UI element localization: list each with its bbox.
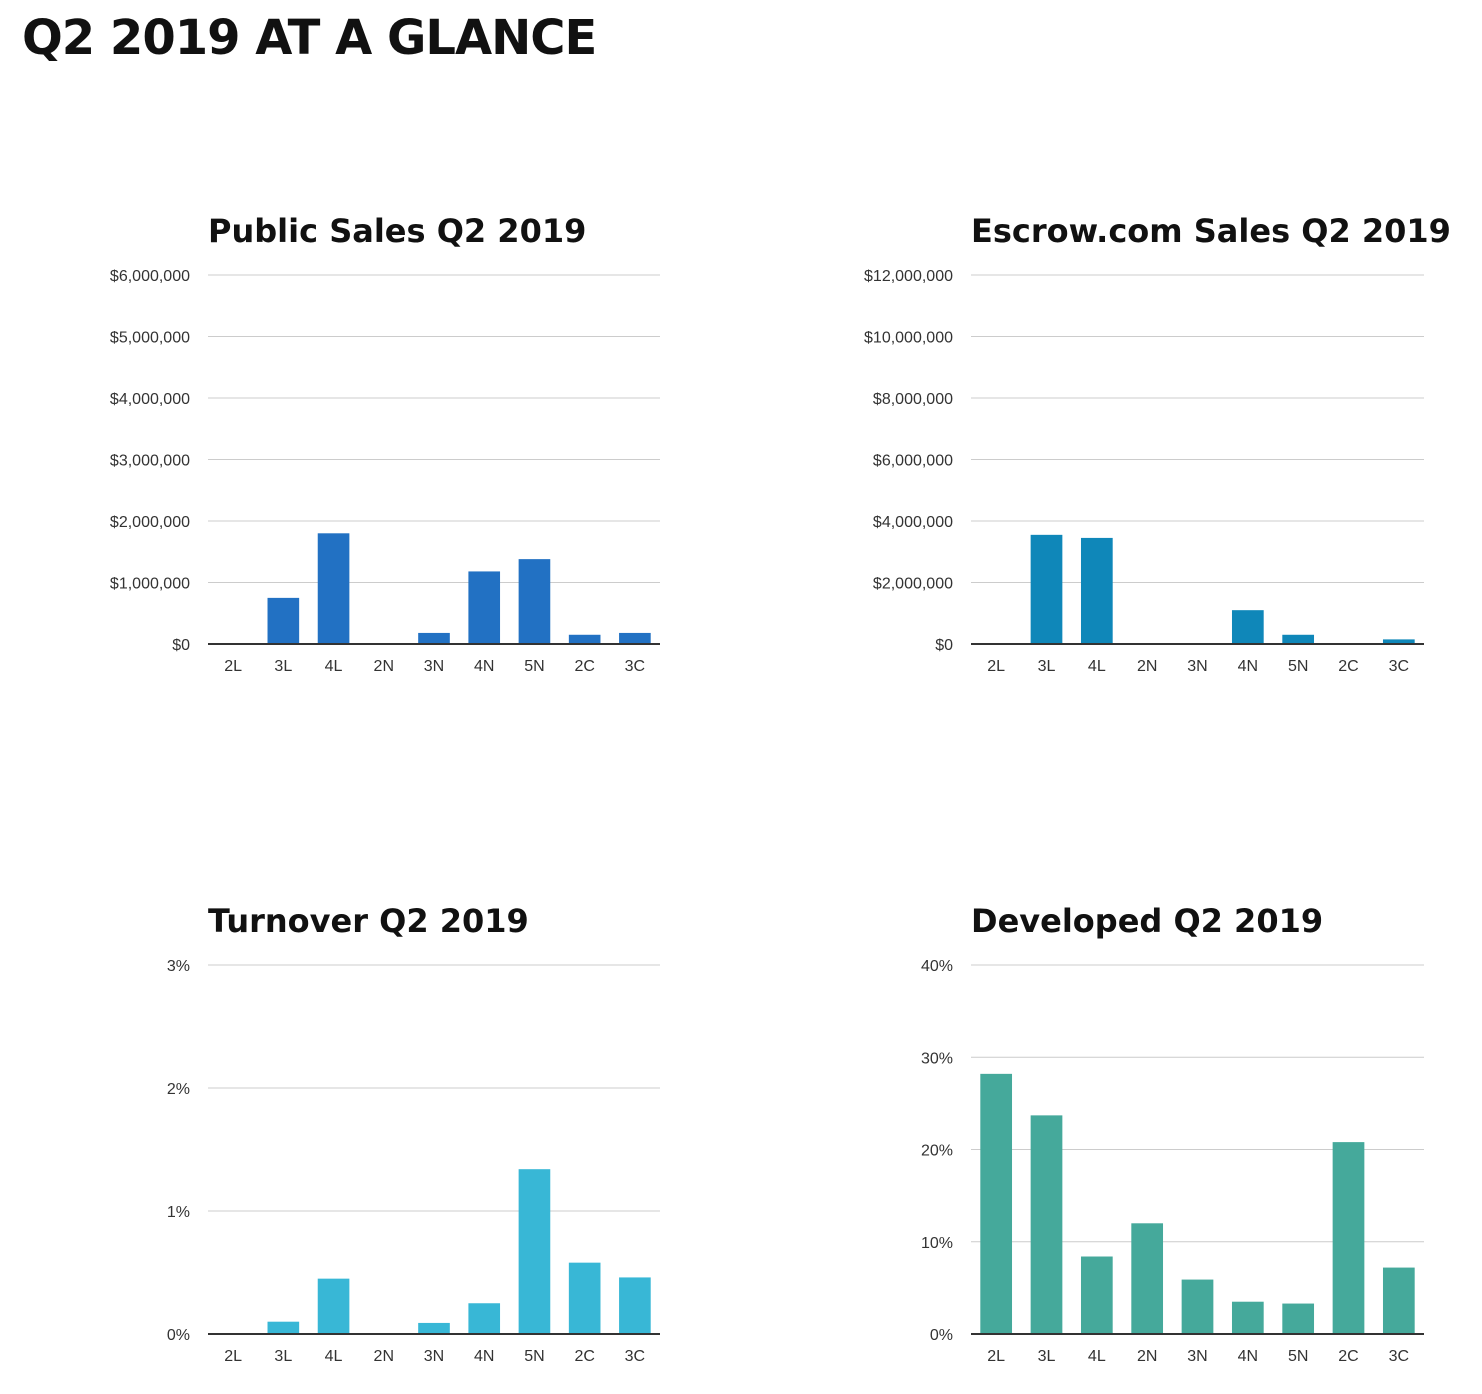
developed-bar-2n xyxy=(1131,1223,1164,1334)
developed-bar-4l xyxy=(1080,1256,1113,1334)
public-sales-x-tick-label: 3C xyxy=(625,658,645,675)
public-sales-bar-3n xyxy=(418,632,450,644)
public-sales-y-tick-label: $4,000,000 xyxy=(110,391,190,408)
escrow-sales-x-tick-label: 3N xyxy=(1187,658,1207,675)
developed-bar-3l xyxy=(1030,1115,1063,1334)
public-sales-y-tick-label: $2,000,000 xyxy=(110,514,190,531)
public-sales-bar-3l xyxy=(267,597,300,644)
developed-y-tick-label: 40% xyxy=(921,958,953,975)
public-sales-chart: Public Sales Q2 2019 $0 $1,000,000 $2,000,0… xyxy=(110,212,660,675)
public-sales-y-tick-label: $6,000,000 xyxy=(110,268,190,285)
escrow-sales-y-tick-label: $12,000,000 xyxy=(864,268,953,285)
developed-x-tick-label: 2L xyxy=(987,1348,1005,1365)
developed-bar-2l xyxy=(980,1073,1013,1334)
escrow-sales-x-tick-label: 4L xyxy=(1088,658,1106,675)
public-sales-bar-2c xyxy=(568,634,601,644)
turnover-y-tick-label: 3% xyxy=(167,958,190,975)
turnover-x-tick-label: 3C xyxy=(625,1348,645,1365)
turnover-bar-4n xyxy=(468,1303,501,1334)
turnover-y-tick-label: 1% xyxy=(167,1204,190,1221)
developed-bar-2c xyxy=(1332,1142,1365,1334)
escrow-sales-bar-5n xyxy=(1282,634,1315,644)
turnover-x-tick-label: 4L xyxy=(325,1348,343,1365)
developed-x-tick-label: 2C xyxy=(1338,1348,1358,1365)
turnover-bar-3l xyxy=(267,1321,300,1334)
turnover-chart: Turnover Q2 2019 0% 1% 2% 3% 2L 3L 4L 2N 3N 4N 5N 2C… xyxy=(167,902,660,1365)
developed-x-tick-label: 4L xyxy=(1088,1348,1106,1365)
public-sales-x-tick-label: 2N xyxy=(374,658,394,675)
public-sales-x-tick-label: 4N xyxy=(474,658,494,675)
public-sales-y-tick-label: $1,000,000 xyxy=(110,576,190,593)
escrow-sales-y-tick-label: $4,000,000 xyxy=(873,514,953,531)
turnover-bar-2c xyxy=(568,1262,601,1334)
public-sales-y-tick-label: $5,000,000 xyxy=(110,330,190,347)
escrow-sales-y-tick-label: $8,000,000 xyxy=(873,391,953,408)
escrow-sales-bar-3c xyxy=(1382,639,1415,644)
developed-bar-5n xyxy=(1282,1303,1315,1334)
escrow-sales-chart: Escrow.com Sales Q2 2019 $0 $2,000,000 $4,0… xyxy=(864,212,1451,675)
escrow-sales-x-tick-label: 5N xyxy=(1288,658,1308,675)
public-sales-bar-4l xyxy=(317,533,350,644)
turnover-bar-5n xyxy=(518,1169,551,1334)
developed-y-tick-label: 0% xyxy=(930,1327,953,1344)
developed-x-tick-label: 3N xyxy=(1187,1348,1207,1365)
developed-x-tick-label: 4N xyxy=(1238,1348,1258,1365)
turnover-x-tick-label: 2L xyxy=(224,1348,242,1365)
developed-y-tick-label: 20% xyxy=(921,1143,953,1160)
turnover-bar-3n xyxy=(418,1322,450,1334)
developed-bar-3c xyxy=(1382,1267,1415,1334)
escrow-sales-x-tick-label: 2N xyxy=(1137,658,1157,675)
public-sales-x-tick-label: 2C xyxy=(574,658,594,675)
public-sales-x-tick-label: 2L xyxy=(224,658,242,675)
developed-title: Developed Q2 2019 xyxy=(971,902,1323,940)
escrow-sales-x-tick-label: 4N xyxy=(1238,658,1258,675)
public-sales-y-tick-label: $0 xyxy=(172,637,190,654)
turnover-bar-4l xyxy=(317,1278,350,1334)
public-sales-x-tick-label: 3N xyxy=(424,658,444,675)
developed-bar-4n xyxy=(1231,1301,1264,1334)
turnover-x-tick-label: 5N xyxy=(524,1348,544,1365)
public-sales-x-tick-label: 4L xyxy=(325,658,343,675)
escrow-sales-title: Escrow.com Sales Q2 2019 xyxy=(971,212,1451,250)
public-sales-bar-4n xyxy=(468,571,501,644)
escrow-sales-bar-3l xyxy=(1030,534,1063,644)
public-sales-bar-3c xyxy=(619,632,651,644)
turnover-x-tick-label: 4N xyxy=(474,1348,494,1365)
developed-bar-3n xyxy=(1181,1279,1214,1334)
public-sales-title: Public Sales Q2 2019 xyxy=(208,212,586,250)
escrow-sales-x-tick-label: 3L xyxy=(1038,658,1056,675)
turnover-y-tick-label: 0% xyxy=(167,1327,190,1344)
escrow-sales-x-tick-label: 3C xyxy=(1389,658,1409,675)
turnover-x-tick-label: 2C xyxy=(574,1348,594,1365)
turnover-x-tick-label: 2N xyxy=(374,1348,394,1365)
turnover-bar-3c xyxy=(619,1277,651,1334)
escrow-sales-y-tick-label: $2,000,000 xyxy=(873,576,953,593)
escrow-sales-x-tick-label: 2L xyxy=(987,658,1005,675)
developed-x-tick-label: 3L xyxy=(1038,1348,1056,1365)
developed-x-tick-label: 2N xyxy=(1137,1348,1157,1365)
public-sales-bar-5n xyxy=(518,559,551,644)
turnover-x-tick-label: 3N xyxy=(424,1348,444,1365)
turnover-x-tick-label: 3L xyxy=(274,1348,292,1365)
page-title: Q2 2019 AT A GLANCE xyxy=(22,10,597,66)
escrow-sales-y-tick-label: $10,000,000 xyxy=(864,330,953,347)
developed-y-tick-label: 30% xyxy=(921,1050,953,1067)
escrow-sales-y-tick-label: $0 xyxy=(935,637,953,654)
escrow-sales-x-tick-label: 2C xyxy=(1338,658,1358,675)
developed-y-tick-label: 10% xyxy=(921,1235,953,1252)
escrow-sales-bar-4l xyxy=(1080,537,1113,644)
public-sales-x-tick-label: 3L xyxy=(274,658,292,675)
public-sales-x-tick-label: 5N xyxy=(524,658,544,675)
developed-chart: Developed Q2 2019 0% 10% 20% 30% 40% 2L 3L 4L 2N 3… xyxy=(921,902,1424,1365)
escrow-sales-y-tick-label: $6,000,000 xyxy=(873,453,953,470)
public-sales-y-tick-label: $3,000,000 xyxy=(110,453,190,470)
escrow-sales-bar-4n xyxy=(1231,610,1264,644)
turnover-y-tick-label: 2% xyxy=(167,1081,190,1098)
turnover-title: Turnover Q2 2019 xyxy=(208,902,529,940)
developed-x-tick-label: 5N xyxy=(1288,1348,1308,1365)
developed-x-tick-label: 3C xyxy=(1389,1348,1409,1365)
